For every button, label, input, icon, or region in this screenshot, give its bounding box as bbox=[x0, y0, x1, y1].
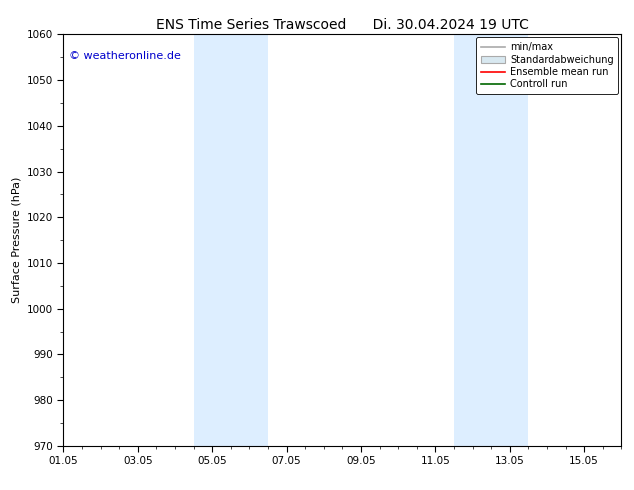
Bar bbox=[193, 34, 268, 446]
Title: ENS Time Series Trawscoed      Di. 30.04.2024 19 UTC: ENS Time Series Trawscoed Di. 30.04.2024… bbox=[156, 18, 529, 32]
Y-axis label: Surface Pressure (hPa): Surface Pressure (hPa) bbox=[11, 177, 21, 303]
Bar bbox=[454, 34, 528, 446]
Legend: min/max, Standardabweichung, Ensemble mean run, Controll run: min/max, Standardabweichung, Ensemble me… bbox=[476, 37, 618, 94]
Text: © weatheronline.de: © weatheronline.de bbox=[69, 51, 181, 61]
